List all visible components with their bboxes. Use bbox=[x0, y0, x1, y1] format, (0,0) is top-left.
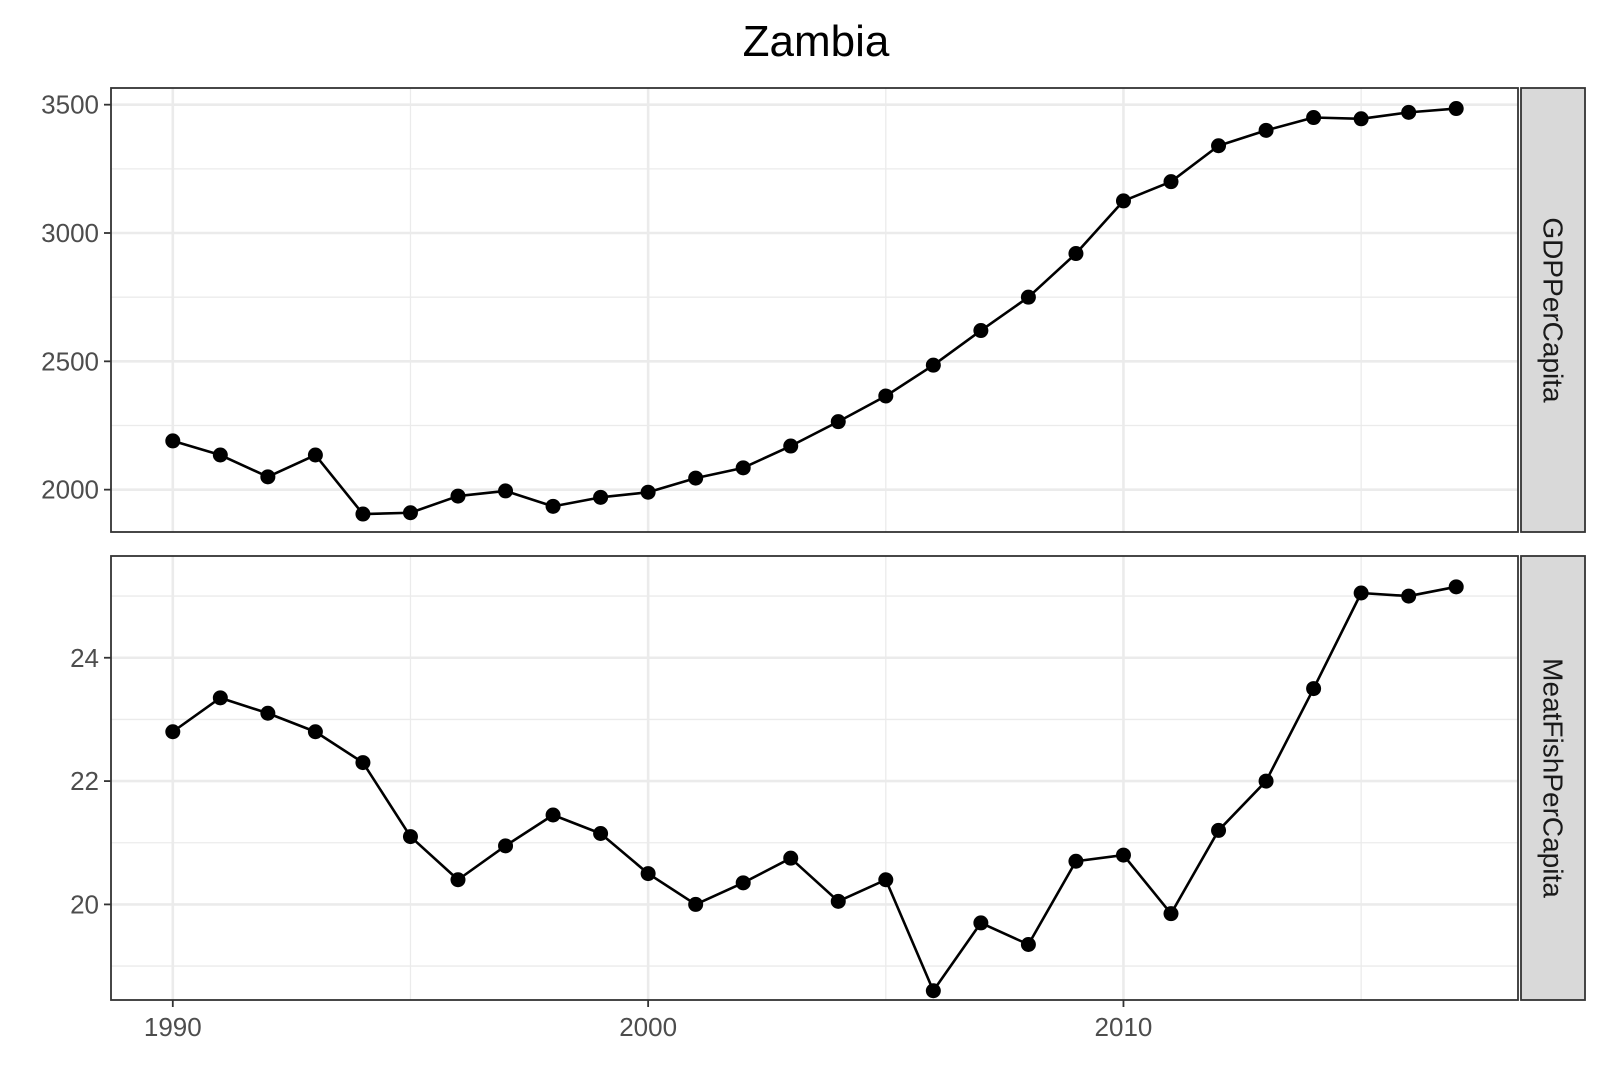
data-point bbox=[878, 388, 894, 404]
data-point bbox=[593, 826, 609, 841]
data-point bbox=[1115, 847, 1131, 863]
data-point bbox=[1115, 193, 1131, 209]
data-point bbox=[973, 915, 989, 931]
y-tick-label: 3500 bbox=[41, 90, 99, 120]
data-point bbox=[925, 983, 941, 999]
y-tick-label: 20 bbox=[70, 889, 99, 919]
data-point bbox=[165, 724, 181, 740]
data-point bbox=[1068, 246, 1084, 262]
y-tick-label: 24 bbox=[70, 643, 99, 673]
facet-strip-label: GDPPerCapita bbox=[1538, 217, 1569, 403]
data-point bbox=[830, 893, 846, 909]
y-tick-label: 2000 bbox=[41, 475, 99, 505]
data-point bbox=[783, 850, 799, 866]
panel-border bbox=[110, 87, 1519, 533]
y-tick-label: 3000 bbox=[41, 218, 99, 248]
data-point bbox=[1401, 104, 1417, 120]
x-tick-label: 2000 bbox=[619, 1012, 677, 1042]
data-point bbox=[1163, 906, 1179, 922]
chart-title: Zambia bbox=[743, 17, 890, 66]
data-point bbox=[783, 438, 799, 454]
panel-MeatFishPerCapita: 20 22 24 MeatFishPerCapita bbox=[70, 555, 1586, 1001]
data-point bbox=[735, 460, 751, 476]
data-point bbox=[1211, 822, 1227, 838]
x-axis: 1990 2000 2010 bbox=[144, 1000, 1153, 1042]
data-point bbox=[1401, 588, 1417, 604]
data-point bbox=[1448, 101, 1464, 117]
data-point bbox=[1020, 937, 1036, 952]
data-point bbox=[355, 506, 371, 522]
data-point bbox=[735, 875, 751, 891]
data-point bbox=[1448, 579, 1464, 595]
chart-panels: 2000 2500 3000 3500 GDPPerCapita 20 22 24 MeatFi… bbox=[41, 87, 1586, 1001]
facet-strip-label: MeatFishPerCapita bbox=[1538, 658, 1569, 898]
data-point bbox=[640, 866, 656, 882]
data-point bbox=[498, 483, 514, 499]
data-point bbox=[307, 447, 323, 463]
data-point bbox=[260, 469, 276, 485]
data-point bbox=[260, 705, 276, 721]
data-point bbox=[830, 414, 846, 430]
data-point bbox=[1020, 289, 1036, 305]
data-point bbox=[545, 498, 561, 514]
y-tick-label: 22 bbox=[70, 766, 99, 796]
data-point bbox=[450, 872, 466, 888]
data-point bbox=[1353, 111, 1369, 127]
facet-strip bbox=[1520, 87, 1586, 533]
data-point bbox=[1306, 681, 1322, 697]
panel-GDPPerCapita: 2000 2500 3000 3500 GDPPerCapita bbox=[41, 87, 1586, 533]
data-point bbox=[688, 896, 704, 912]
x-tick-label: 1990 bbox=[144, 1012, 202, 1042]
data-point bbox=[1211, 138, 1227, 154]
data-point bbox=[925, 357, 941, 373]
data-point bbox=[402, 505, 418, 521]
data-point bbox=[1258, 773, 1274, 789]
data-point bbox=[307, 724, 323, 740]
data-point bbox=[1306, 110, 1322, 126]
data-point bbox=[973, 323, 989, 339]
data-point bbox=[1353, 585, 1369, 601]
data-point bbox=[212, 690, 228, 706]
x-tick-label: 2010 bbox=[1095, 1012, 1153, 1042]
series-line-MeatFishPerCapita bbox=[172, 585, 1457, 993]
series-line-GDPPerCapita bbox=[172, 107, 1457, 516]
data-point bbox=[640, 484, 656, 500]
data-point bbox=[450, 488, 466, 504]
data-point bbox=[1068, 853, 1084, 869]
data-point bbox=[212, 447, 228, 463]
data-point bbox=[878, 872, 894, 888]
y-tick-label: 2500 bbox=[41, 346, 99, 376]
data-point bbox=[688, 470, 704, 486]
data-point bbox=[545, 807, 561, 823]
panel-border bbox=[110, 555, 1519, 1001]
data-point bbox=[1163, 174, 1179, 190]
data-point bbox=[1258, 122, 1274, 138]
data-point bbox=[355, 755, 371, 771]
facet-strip bbox=[1520, 555, 1586, 1001]
data-point bbox=[498, 838, 514, 854]
data-point bbox=[165, 433, 181, 449]
data-point bbox=[402, 829, 418, 845]
data-point bbox=[593, 489, 609, 505]
